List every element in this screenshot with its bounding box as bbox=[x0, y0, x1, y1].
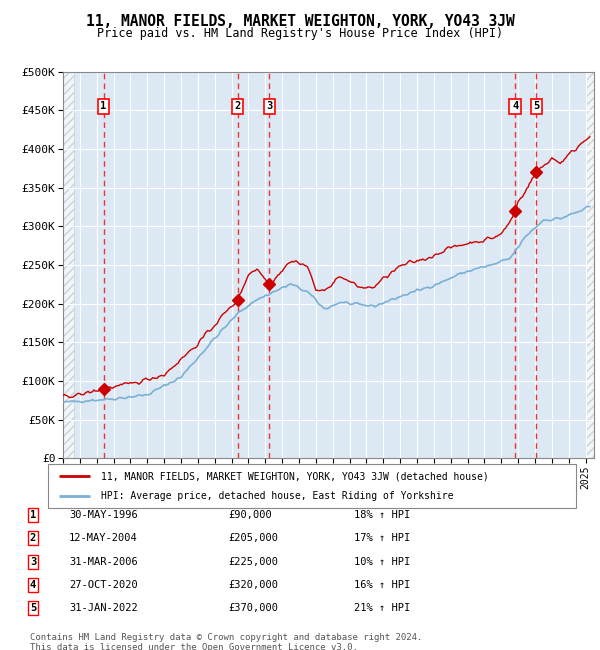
Text: 18% ↑ HPI: 18% ↑ HPI bbox=[354, 510, 410, 520]
Text: 3: 3 bbox=[266, 101, 272, 111]
Text: 30-MAY-1996: 30-MAY-1996 bbox=[69, 510, 138, 520]
Text: 4: 4 bbox=[30, 580, 36, 590]
Text: 5: 5 bbox=[533, 101, 539, 111]
Text: 2: 2 bbox=[235, 101, 241, 111]
Text: 10% ↑ HPI: 10% ↑ HPI bbox=[354, 556, 410, 567]
Text: £205,000: £205,000 bbox=[228, 533, 278, 543]
Text: 11, MANOR FIELDS, MARKET WEIGHTON, YORK, YO43 3JW: 11, MANOR FIELDS, MARKET WEIGHTON, YORK,… bbox=[86, 14, 514, 29]
Text: 31-JAN-2022: 31-JAN-2022 bbox=[69, 603, 138, 614]
Text: Contains HM Land Registry data © Crown copyright and database right 2024.
This d: Contains HM Land Registry data © Crown c… bbox=[30, 633, 422, 650]
Text: 16% ↑ HPI: 16% ↑ HPI bbox=[354, 580, 410, 590]
Text: 31-MAR-2006: 31-MAR-2006 bbox=[69, 556, 138, 567]
Text: £320,000: £320,000 bbox=[228, 580, 278, 590]
Text: £225,000: £225,000 bbox=[228, 556, 278, 567]
Text: 12-MAY-2004: 12-MAY-2004 bbox=[69, 533, 138, 543]
Bar bbox=[586, 72, 594, 458]
Text: Price paid vs. HM Land Registry's House Price Index (HPI): Price paid vs. HM Land Registry's House … bbox=[97, 27, 503, 40]
Text: 11, MANOR FIELDS, MARKET WEIGHTON, YORK, YO43 3JW (detached house): 11, MANOR FIELDS, MARKET WEIGHTON, YORK,… bbox=[101, 471, 488, 481]
Text: £370,000: £370,000 bbox=[228, 603, 278, 614]
Bar bbox=[63, 72, 74, 458]
FancyBboxPatch shape bbox=[48, 464, 576, 508]
Text: 5: 5 bbox=[30, 603, 36, 614]
Text: 21% ↑ HPI: 21% ↑ HPI bbox=[354, 603, 410, 614]
Text: £90,000: £90,000 bbox=[228, 510, 272, 520]
Text: 1: 1 bbox=[30, 510, 36, 520]
Text: HPI: Average price, detached house, East Riding of Yorkshire: HPI: Average price, detached house, East… bbox=[101, 491, 454, 501]
Text: 1: 1 bbox=[100, 101, 107, 111]
Text: 2: 2 bbox=[30, 533, 36, 543]
Text: 27-OCT-2020: 27-OCT-2020 bbox=[69, 580, 138, 590]
Text: 17% ↑ HPI: 17% ↑ HPI bbox=[354, 533, 410, 543]
Text: 3: 3 bbox=[30, 556, 36, 567]
Text: 4: 4 bbox=[512, 101, 518, 111]
